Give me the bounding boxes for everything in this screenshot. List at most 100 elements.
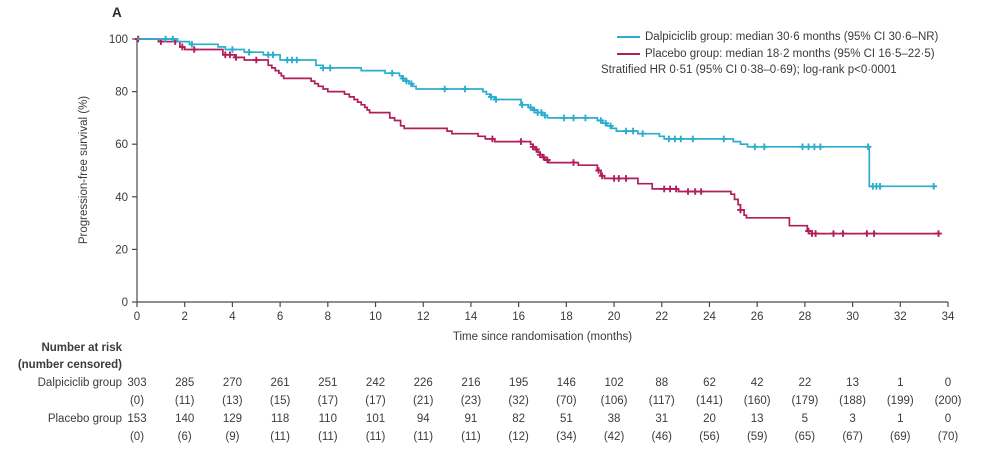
risk-count-cell: 38 (607, 413, 621, 425)
risk-count-cell: 1 (897, 413, 904, 425)
x-tick-label: 8 (325, 311, 331, 323)
risk-count-cell: 88 (655, 377, 669, 389)
risk-count-cell: 62 (703, 377, 716, 389)
x-tick-label: 10 (369, 311, 382, 323)
risk-count-cell: 251 (318, 377, 338, 389)
y-tick-label: 80 (115, 87, 128, 99)
risk-row-label: Dalpiciclib group (37, 377, 122, 389)
risk-censored-cell: (11) (365, 431, 386, 443)
risk-censored-cell: (32) (508, 395, 529, 407)
risk-censored-cell: (106) (600, 395, 628, 407)
x-tick-label: 32 (894, 311, 907, 323)
risk-count-cell: 242 (365, 377, 386, 389)
x-axis-title: Time since randomisation (months) (452, 331, 633, 343)
risk-censored-cell: (70) (556, 395, 577, 407)
legend-label-placebo: Placebo group: median 18·2 months (95% C… (645, 47, 935, 60)
risk-censored-cell: (188) (839, 395, 867, 407)
risk-count-cell: 140 (175, 413, 195, 425)
risk-count-cell: 3 (849, 413, 856, 425)
risk-censored-cell: (0) (129, 395, 145, 407)
risk-censored-cell: (65) (794, 431, 816, 443)
risk-censored-cell: (67) (842, 431, 863, 443)
x-tick-label: 0 (134, 311, 140, 323)
legend-entry-dalpiciclib: Dalpiciclib group: median 30·6 months (9… (601, 29, 938, 46)
risk-censored-cell: (46) (651, 431, 672, 443)
risk-censored-cell: (56) (699, 431, 720, 443)
risk-censored-cell: (13) (222, 395, 243, 407)
censor-marks-dalpiciclib (162, 35, 937, 190)
risk-censored-cell: (34) (556, 431, 577, 443)
km-plot: 0 2 4 6 8 10 12 14 16 18 20 22 24 26 28 30 32 34020406080… (109, 34, 955, 323)
x-tick-label: 26 (751, 311, 764, 323)
y-tick-label: 0 (122, 297, 128, 309)
risk-censored-cell: (0) (129, 431, 145, 443)
km-curve-dalpiciclib (137, 38, 937, 188)
x-tick-label: 6 (277, 311, 283, 323)
x-tick-label: 12 (417, 311, 430, 323)
legend-label-dalpiciclib: Dalpiciclib group: median 30·6 months (9… (645, 31, 939, 43)
x-tick-label: 2 (182, 311, 188, 323)
legend-entry-placebo: Placebo group: median 18·2 months (95% C… (601, 46, 938, 63)
risk-count-cell: 42 (750, 377, 764, 389)
risk-count-cell: 216 (461, 377, 481, 389)
x-tick-label: 34 (942, 311, 955, 323)
risk-censored-cell: (42) (603, 431, 625, 443)
risk-count-cell: 5 (801, 413, 809, 425)
risk-censored-cell: (21) (413, 395, 434, 407)
risk-count-cell: 101 (365, 413, 386, 425)
x-tick-label: 30 (846, 311, 859, 323)
x-tick-label: 24 (703, 311, 716, 323)
risk-censored-cell: (6) (177, 431, 192, 443)
risk-count-cell: 0 (944, 413, 952, 425)
risk-censored-cell: (141) (696, 395, 723, 407)
x-tick-label: 20 (608, 311, 621, 323)
risk-censored-cell: (199) (886, 395, 914, 407)
panel-label: A (112, 5, 122, 20)
risk-count-cell: 261 (270, 377, 290, 389)
x-tick-label: 16 (512, 311, 525, 323)
legend-swatch-dalpiciclib-icon (617, 36, 640, 39)
risk-censored-cell: (23) (460, 395, 482, 407)
risk-count-cell: 303 (127, 377, 147, 389)
risk-censored-cell: (59) (746, 431, 768, 443)
risk-censored-cell: (11) (174, 395, 195, 407)
risk-censored-cell: (70) (937, 431, 959, 443)
risk-censored-cell: (117) (648, 395, 675, 407)
risk-count-cell: 94 (416, 413, 430, 425)
risk-count-cell: 146 (556, 377, 576, 389)
risk-censored-cell: (11) (461, 431, 481, 443)
risk-count-cell: 82 (512, 413, 526, 425)
risk-censored-cell: (179) (791, 395, 819, 407)
risk-count-cell: 195 (509, 377, 529, 389)
risk-row-label: Placebo group (47, 413, 122, 425)
risk-count-cell: 20 (703, 413, 716, 425)
risk-count-cell: 91 (464, 413, 478, 425)
risk-censored-cell: (11) (318, 431, 338, 443)
y-tick-label: 60 (115, 139, 128, 151)
risk-count-cell: 270 (222, 377, 242, 389)
risk-count-cell: 0 (944, 377, 952, 389)
risk-censored-cell: (17) (365, 395, 386, 407)
risk-count-cell: 226 (413, 377, 433, 389)
y-tick-label: 20 (115, 244, 128, 256)
x-tick-label: 14 (465, 311, 478, 323)
y-tick-label: 100 (109, 34, 128, 46)
risk-censored-cell: (17) (317, 395, 339, 407)
legend-swatch-placebo-icon (617, 52, 640, 55)
risk-censored-cell: (11) (413, 431, 434, 443)
risk-count-cell: 102 (604, 377, 624, 389)
x-tick-label: 22 (655, 311, 668, 323)
legend: Dalpiciclib group: median 30·6 months (9… (601, 29, 938, 79)
risk-count-cell: 110 (318, 413, 337, 425)
risk-censored-cell: (160) (743, 395, 771, 407)
risk-count-cell: 31 (655, 413, 669, 425)
risk-table-header-line1: Number at risk (41, 342, 122, 354)
risk-censored-cell: (15) (269, 395, 291, 407)
risk-count-cell: 13 (846, 377, 859, 389)
risk-count-cell: 51 (559, 413, 573, 425)
risk-censored-cell: (69) (890, 431, 911, 443)
x-tick-label: 4 (229, 311, 236, 323)
y-tick-label: 40 (115, 192, 128, 204)
risk-censored-cell: (9) (225, 431, 240, 443)
